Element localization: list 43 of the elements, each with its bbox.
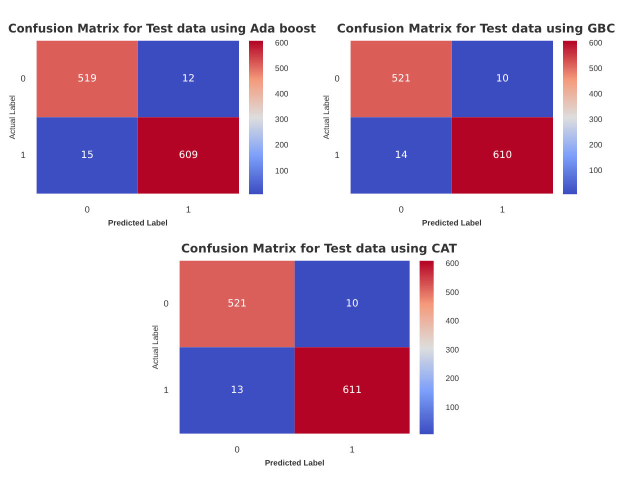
chart-title: Confusion Matrix for Test data using Ada boost (8, 22, 316, 36)
color-bar-label: 400 (275, 89, 289, 98)
color-bar-label: 600 (446, 259, 460, 268)
x-tick-label: 0 (84, 204, 90, 214)
x-tick-label: 1 (500, 204, 505, 214)
color-bar-label: 300 (275, 115, 289, 124)
color-bar-label: 200 (589, 140, 603, 150)
data-label: 521 (228, 298, 247, 310)
color-bar-label: 200 (275, 140, 289, 150)
x-axis-title: Predicted Label (422, 218, 482, 228)
data-label: 10 (346, 298, 359, 310)
color-bar-label: 500 (589, 64, 603, 74)
data-label: 10 (496, 74, 509, 85)
color-bar-label: 100 (446, 402, 460, 412)
color-bar-label: 300 (589, 114, 603, 124)
y-axis-title: Actual Label (8, 94, 18, 140)
color-bar-label: 100 (589, 166, 603, 175)
chart-title: Confusion Matrix for Test data using CAT (181, 242, 458, 256)
data-label: 609 (178, 150, 198, 161)
data-label: 14 (394, 150, 408, 161)
color-bar-label: 600 (589, 38, 603, 48)
data-label: 13 (230, 384, 244, 396)
color-bar-label: 200 (446, 374, 460, 384)
x-tick-label: 1 (186, 204, 191, 214)
data-label: 519 (78, 74, 97, 85)
data-label: 15 (80, 150, 94, 161)
color-bar-label: 400 (446, 316, 460, 326)
data-label: 611 (342, 384, 362, 396)
data-label: 12 (182, 74, 195, 85)
x-axis-title: Predicted Label (264, 458, 324, 468)
color-bar-label: 100 (275, 166, 289, 176)
data-label: 521 (392, 74, 411, 85)
chart-title: Confusion Matrix for Test data using GBC (336, 22, 616, 36)
color-bar-label: 500 (446, 288, 460, 297)
color-bar-label: 300 (446, 345, 460, 354)
x-axis-title: Predicted Label (108, 218, 168, 228)
y-axis-title: Actual Label (322, 94, 332, 140)
x-tick-label: 0 (398, 204, 404, 214)
y-axis-title: Actual Label (151, 324, 160, 370)
color-bar-label: 400 (589, 89, 603, 98)
color-bar-label: 600 (275, 38, 289, 48)
data-label: 610 (492, 150, 512, 161)
color-bar-label: 500 (275, 64, 289, 73)
